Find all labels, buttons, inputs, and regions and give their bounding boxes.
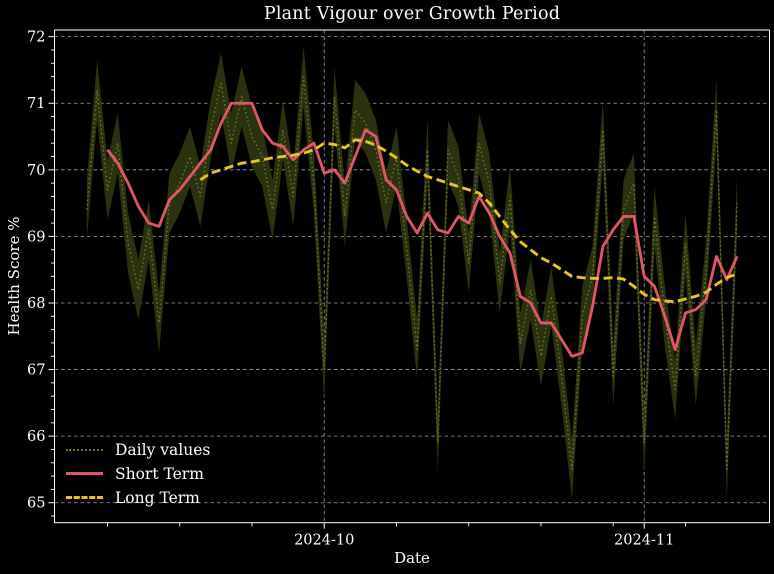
- svg-text:66: 66: [27, 429, 45, 445]
- svg-text:69: 69: [27, 229, 45, 245]
- legend-item-long-term: Long Term: [66, 488, 210, 507]
- short-term-line-sample-icon: [66, 472, 103, 475]
- legend-item-short-term: Short Term: [66, 464, 210, 483]
- legend: Daily values Short Term Long Term: [66, 440, 210, 507]
- y-axis-label: Health Score %: [5, 216, 23, 336]
- chart-title: Plant Vigour over Growth Period: [263, 4, 561, 24]
- svg-text:72: 72: [27, 30, 45, 46]
- svg-text:70: 70: [27, 163, 45, 179]
- svg-text:68: 68: [27, 296, 45, 312]
- daily-values-line-sample-icon: [66, 448, 103, 451]
- legend-label: Long Term: [115, 488, 200, 507]
- legend-label: Short Term: [115, 464, 204, 483]
- svg-text:2024-11: 2024-11: [614, 533, 674, 549]
- long-term-line-sample-icon: [66, 496, 103, 499]
- svg-text:67: 67: [27, 363, 45, 379]
- svg-text:2024-10: 2024-10: [294, 533, 354, 549]
- svg-text:65: 65: [27, 496, 45, 512]
- x-axis-label: Date: [394, 549, 430, 567]
- legend-item-daily-values: Daily values: [66, 440, 210, 459]
- legend-label: Daily values: [115, 440, 211, 459]
- svg-text:71: 71: [27, 96, 45, 112]
